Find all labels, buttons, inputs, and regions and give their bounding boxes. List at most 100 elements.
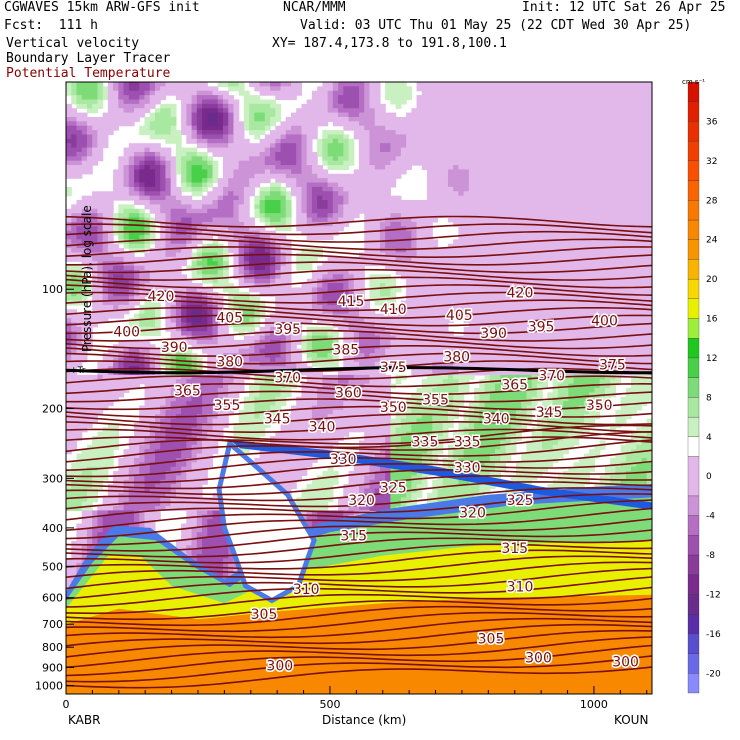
w-cell bbox=[222, 182, 229, 188]
w-cell bbox=[243, 108, 250, 114]
w-cell bbox=[254, 208, 261, 214]
w-cell bbox=[484, 243, 491, 249]
w-cell bbox=[432, 112, 439, 118]
w-cell bbox=[411, 291, 418, 297]
w-cell bbox=[317, 291, 323, 297]
w-cell bbox=[583, 217, 590, 223]
w-cell bbox=[437, 103, 444, 109]
w-cell bbox=[228, 130, 235, 136]
w-cell bbox=[154, 108, 161, 114]
w-cell bbox=[563, 90, 569, 96]
w-cell bbox=[71, 90, 78, 96]
w-cell bbox=[160, 151, 167, 157]
w-cell bbox=[359, 156, 365, 162]
w-cell bbox=[547, 95, 554, 101]
w-cell bbox=[573, 151, 580, 157]
w-cell bbox=[118, 182, 125, 188]
w-cell bbox=[515, 248, 522, 254]
w-cell bbox=[505, 235, 512, 240]
w-cell bbox=[217, 147, 224, 153]
w-cell bbox=[212, 112, 219, 118]
w-cell bbox=[202, 200, 208, 205]
w-cell bbox=[296, 90, 303, 96]
w-cell bbox=[270, 243, 276, 249]
w-cell bbox=[489, 178, 496, 184]
w-cell bbox=[479, 278, 486, 284]
w-cell bbox=[385, 147, 391, 153]
w-cell bbox=[369, 200, 376, 205]
w-cell bbox=[243, 138, 250, 144]
w-cell bbox=[563, 235, 569, 240]
w-cell bbox=[631, 116, 637, 122]
w-cell bbox=[154, 178, 161, 184]
w-cell bbox=[128, 95, 135, 101]
w-cell bbox=[484, 191, 491, 197]
w-cell bbox=[290, 173, 297, 179]
w-cell bbox=[207, 143, 214, 149]
w-cell bbox=[348, 178, 355, 184]
w-cell bbox=[421, 130, 428, 136]
w-cell bbox=[599, 204, 606, 210]
w-cell bbox=[196, 134, 203, 140]
w-cell bbox=[353, 283, 360, 289]
w-cell bbox=[458, 165, 465, 171]
w-cell bbox=[160, 125, 167, 131]
w-cell bbox=[196, 121, 203, 127]
w-cell bbox=[196, 213, 203, 219]
w-cell bbox=[369, 283, 376, 289]
w-cell bbox=[165, 200, 172, 205]
w-cell bbox=[86, 160, 93, 166]
w-cell bbox=[542, 186, 548, 192]
w-cell bbox=[343, 213, 350, 219]
w-cell bbox=[442, 151, 449, 157]
w-cell bbox=[369, 230, 376, 236]
w-cell bbox=[406, 287, 412, 293]
w-cell bbox=[165, 296, 172, 302]
w-cell bbox=[311, 287, 318, 293]
w-cell bbox=[202, 243, 208, 249]
header-init-time: Init: 12 UTC Sat 26 Apr 25 bbox=[522, 0, 726, 15]
w-cell bbox=[437, 204, 444, 210]
w-cell bbox=[599, 265, 606, 271]
w-cell bbox=[249, 248, 255, 254]
w-cell bbox=[578, 274, 585, 280]
w-cell bbox=[71, 269, 78, 275]
w-cell bbox=[463, 287, 470, 293]
w-cell bbox=[379, 138, 386, 144]
w-cell bbox=[123, 147, 130, 153]
w-cell bbox=[568, 230, 575, 236]
w-cell bbox=[233, 239, 240, 245]
w-cell bbox=[458, 213, 465, 219]
w-cell bbox=[306, 261, 313, 267]
w-cell bbox=[280, 178, 287, 184]
w-cell bbox=[154, 90, 161, 96]
w-cell bbox=[338, 274, 344, 280]
w-cell bbox=[641, 278, 648, 284]
w-cell bbox=[416, 291, 423, 297]
w-cell bbox=[526, 256, 533, 262]
w-cell bbox=[134, 213, 140, 219]
w-cell bbox=[128, 274, 135, 280]
w-cell bbox=[353, 195, 360, 201]
w-cell bbox=[594, 261, 601, 267]
w-cell bbox=[348, 156, 355, 162]
w-cell bbox=[458, 287, 465, 293]
w-cell bbox=[463, 182, 470, 188]
w-cell bbox=[604, 151, 611, 157]
w-cell bbox=[311, 95, 318, 101]
w-cell bbox=[636, 182, 643, 188]
w-cell bbox=[264, 160, 271, 166]
w-cell bbox=[196, 95, 203, 101]
w-cell bbox=[139, 274, 146, 280]
w-cell bbox=[625, 99, 632, 105]
w-cell bbox=[374, 287, 381, 293]
w-cell bbox=[442, 160, 449, 166]
w-cell bbox=[207, 274, 214, 280]
w-cell bbox=[615, 130, 622, 136]
w-cell bbox=[186, 283, 193, 289]
w-cell bbox=[578, 278, 585, 284]
w-cell bbox=[270, 99, 276, 105]
w-cell bbox=[233, 134, 240, 140]
w-cell bbox=[521, 90, 528, 96]
w-cell bbox=[270, 195, 276, 201]
